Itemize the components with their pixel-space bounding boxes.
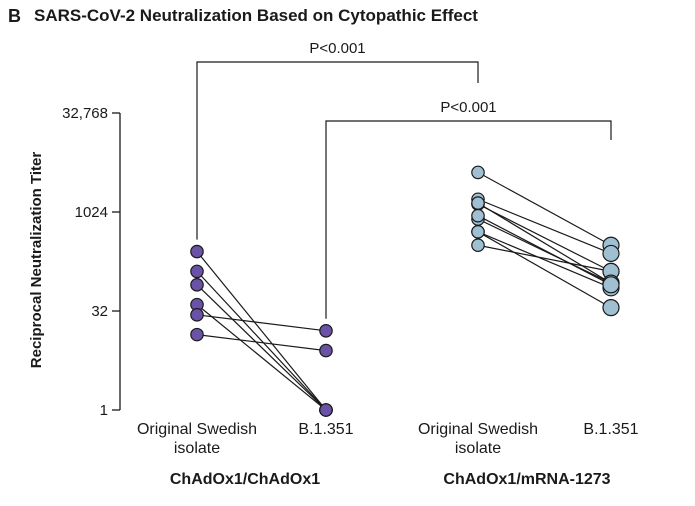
paired-line [477,231,612,289]
group-label: ChAdOx1/mRNA-1273 [443,471,610,488]
paired-line [196,270,327,411]
paired-line [196,304,327,411]
paired-line [477,171,612,246]
paired-line [196,284,327,411]
category-label-line: B.1.351 [298,421,353,438]
significance-bracket [196,61,479,240]
category-label: B.1.351 [298,421,353,438]
data-point [602,276,620,294]
data-point [190,244,204,259]
data-point [471,208,485,223]
chart-title: SARS-CoV-2 Neutralization Based on Cytop… [34,6,478,25]
category-label: B.1.351 [583,421,638,438]
paired-line [196,251,327,411]
paired-line [477,231,612,309]
p-value-label: P<0.001 [440,99,496,116]
paired-line [477,198,612,254]
data-point [190,327,204,342]
data-point [190,278,204,292]
data-point [319,343,333,358]
paired-line [477,203,612,272]
category-label-line: B.1.351 [583,421,638,438]
y-tick-label: 1 [100,402,108,419]
paired-line [477,215,612,286]
data-point [471,225,485,239]
category-label-line: Original Swedish [137,421,257,438]
data-point [471,165,485,180]
paired-line [477,244,612,272]
data-point [602,244,620,263]
category-label-line: isolate [455,440,501,457]
paired-line [196,314,327,332]
data-point [319,323,333,338]
data-point [471,238,485,253]
paired-lines [196,171,612,411]
paired-line [477,202,612,284]
paired-line [196,334,327,352]
category-labels: Original Swedish isolate B.1.351 ChAdOx1/Ch… [137,421,639,488]
data-points [190,165,620,417]
significance-brackets: P<0.001 P<0.001 [196,40,612,319]
y-tick-label: 32,768 [62,105,108,122]
y-tick-label: 1024 [75,204,108,221]
data-point [602,299,620,317]
data-point [190,308,204,322]
data-point [471,196,485,210]
group-label: ChAdOx1/ChAdOx1 [170,471,320,488]
significance-bracket [325,120,612,319]
axes: 1 32 1024 32,768 [62,105,121,419]
y-tick-label: 32 [91,303,108,320]
category-label: Original Swedish isolate [137,421,257,457]
data-point [190,264,204,279]
p-value-label: P<0.001 [309,40,365,57]
category-label: Original Swedish isolate [418,421,538,457]
y-axis-label: Reciprocal Neutralization Titer [28,152,45,369]
category-label-line: isolate [174,440,220,457]
data-point [319,403,333,417]
category-label-line: Original Swedish [418,421,538,438]
paired-line [477,218,612,284]
panel-letter: B [8,6,21,26]
